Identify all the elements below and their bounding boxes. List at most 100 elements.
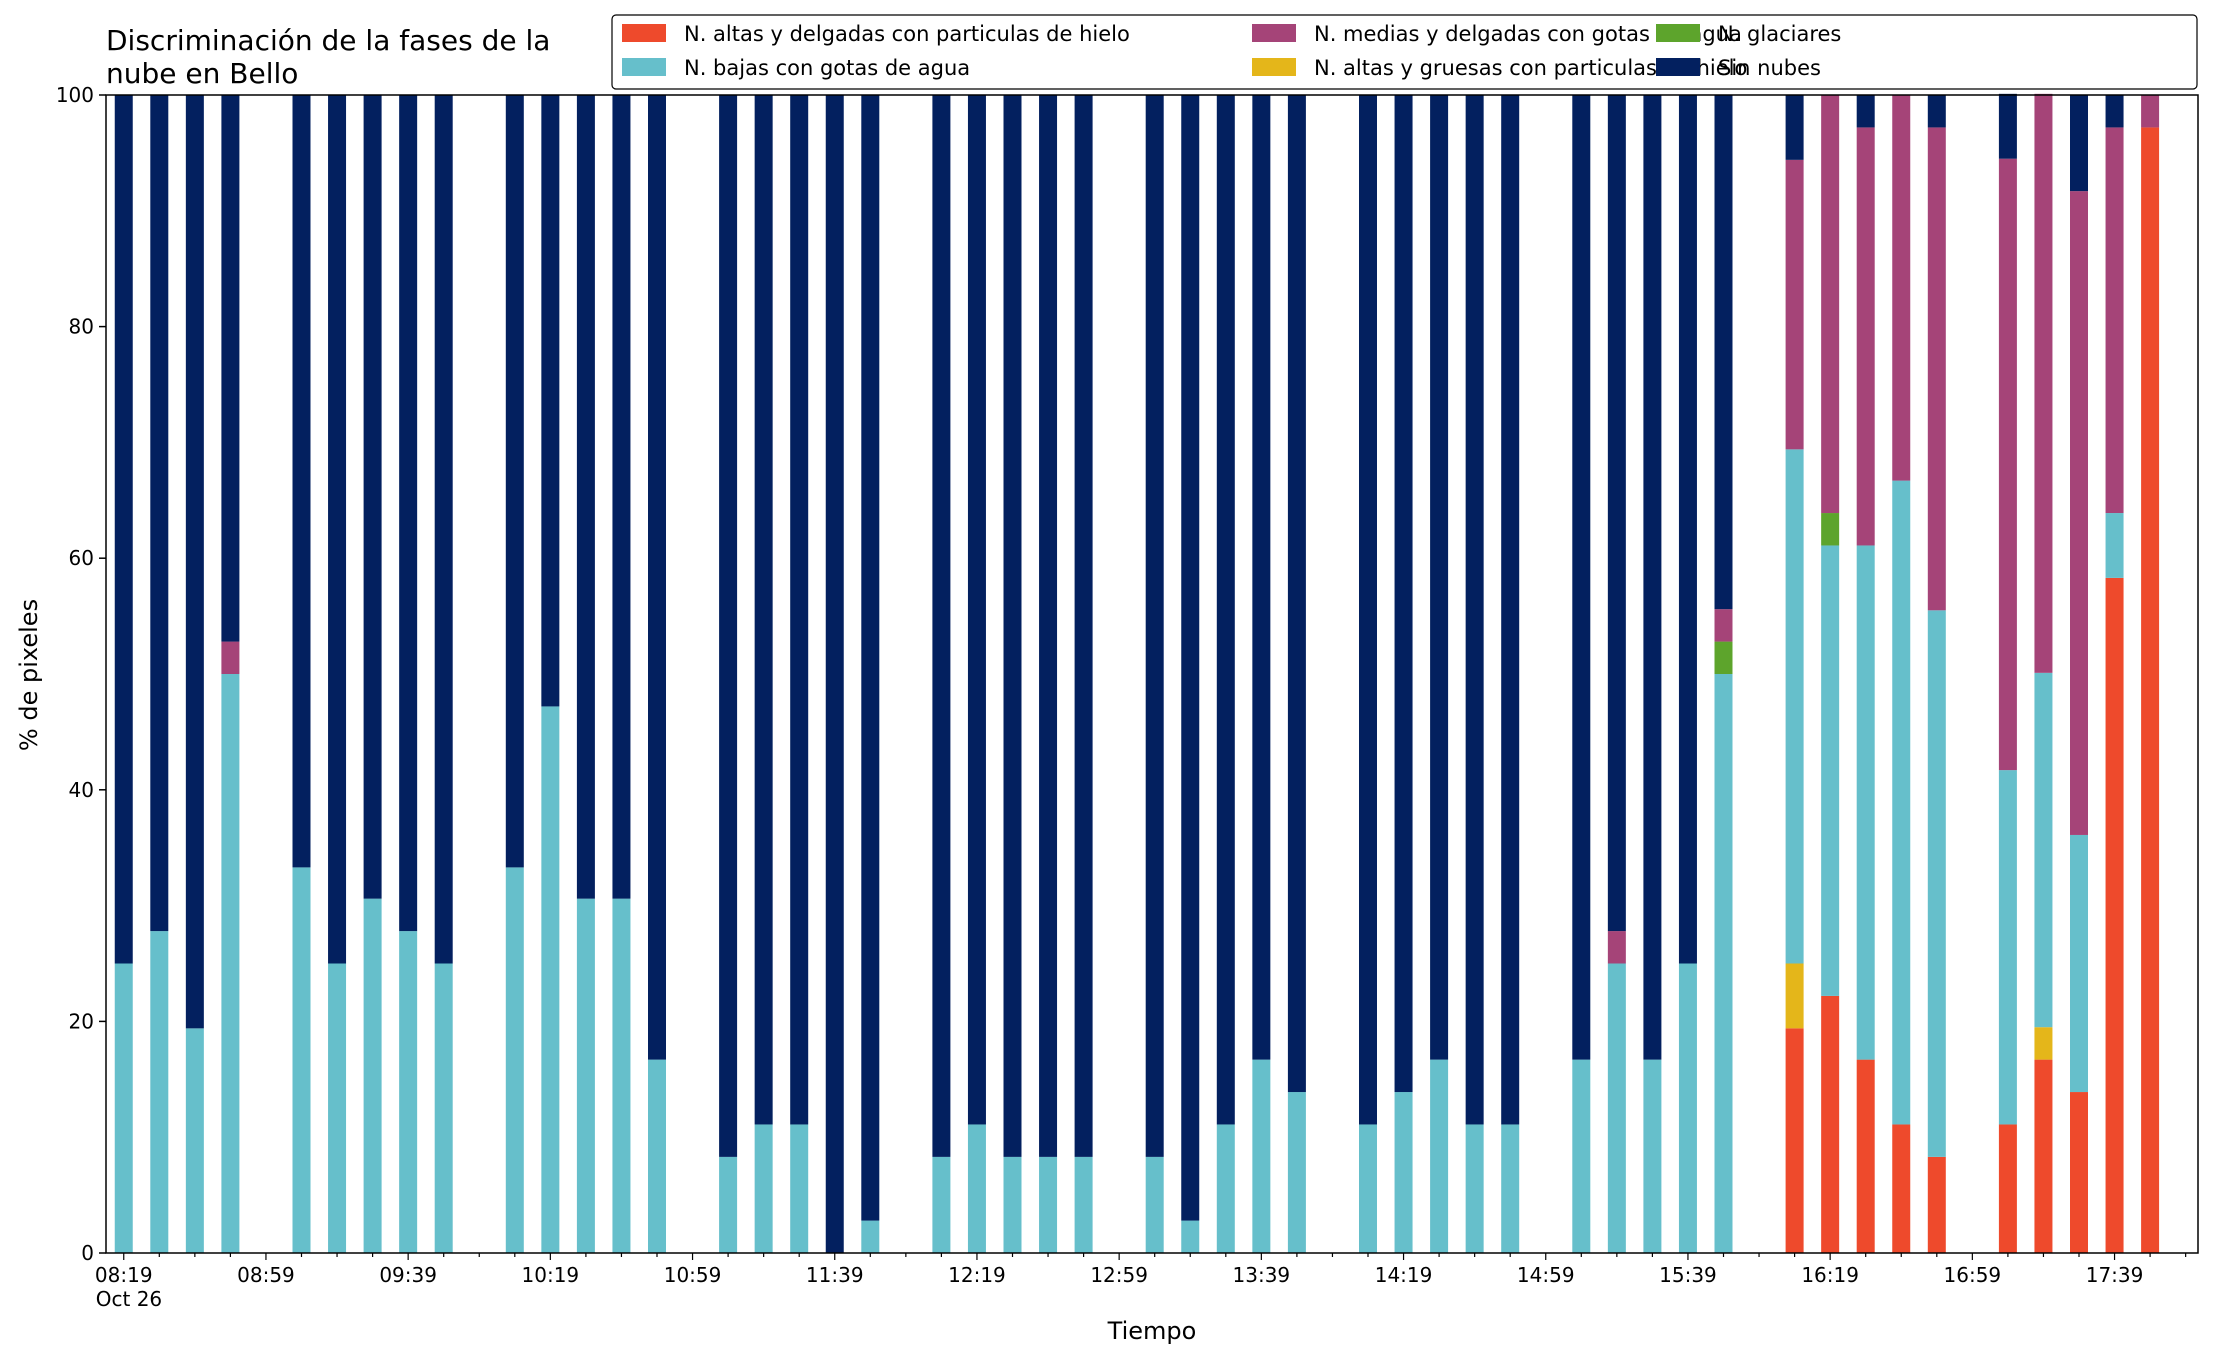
bar-segment-1629-s2: [1856, 545, 1875, 1060]
bar-segment-0839-s2: [185, 1028, 204, 1253]
y-tick-label: 80: [69, 315, 94, 339]
bar-segment-1309-s5: [1145, 95, 1164, 1157]
bar-segment-0919-s5: [328, 95, 347, 964]
bar-segment-0829-s2: [150, 931, 169, 1253]
x-tick-label: 15:39: [1659, 1263, 1717, 1287]
y-tick-label: 20: [69, 1009, 94, 1033]
bar-segment-1709-s4: [1998, 158, 2017, 771]
bar-segment-0819-s5: [114, 95, 133, 964]
bar-segment-1749-s4: [2141, 95, 2160, 128]
legend-swatch: [1252, 24, 1296, 42]
y-tick-label: 40: [69, 778, 94, 802]
bar-segment-1249-s5: [1074, 95, 1093, 1157]
bar-segment-1239-s2: [1039, 1156, 1058, 1253]
bar-segment-1509-s5: [1572, 95, 1591, 1060]
bar-segment-1709-s5: [1998, 93, 2017, 159]
x-tick-label: 11:39: [806, 1263, 864, 1287]
x-tick-label: 08:59: [237, 1263, 295, 1287]
bar-segment-1229-s5: [1003, 95, 1022, 1157]
legend-label: Sin nubes: [1718, 56, 1821, 80]
bar-segment-1149-s5: [861, 95, 880, 1221]
bar-segment-1549-s5: [1714, 95, 1733, 610]
bar-segment-1419-s5: [1394, 95, 1413, 1093]
bar-segment-1719-s0: [2034, 1059, 2053, 1253]
x-tick-label: 14:19: [1375, 1263, 1433, 1287]
bar-segment-1539-s5: [1678, 95, 1697, 964]
x-tick-label: 10:59: [664, 1263, 722, 1287]
legend-swatch: [1252, 58, 1296, 76]
bar-segment-0909-s5: [292, 95, 311, 868]
x-tick-label: 12:19: [948, 1263, 1006, 1287]
axes-layer: 0 20 40 60 80 100 08:19 08:59 09:39 10:19 10:59 11:…: [56, 83, 2199, 1311]
bar-segment-1619-s4: [1821, 95, 1840, 514]
bar-segment-0849-s4: [221, 641, 240, 674]
bar-segment-1329-s5: [1216, 95, 1235, 1125]
bar-segment-1419-s2: [1394, 1092, 1413, 1253]
x-tick-label: 16:59: [1944, 1263, 2002, 1287]
bar-segment-1639-s4: [1892, 95, 1911, 481]
x-date-label: Oct 26: [96, 1287, 162, 1311]
bar-segment-1529-s5: [1643, 95, 1662, 1060]
bar-segment-1619-s2: [1821, 545, 1840, 996]
legend-swatch: [1656, 24, 1700, 42]
bar-segment-1509-s2: [1572, 1059, 1591, 1253]
x-tick-label: 14:59: [1517, 1263, 1575, 1287]
plot-frame: [105, 94, 2199, 1254]
bar-segment-1629-s4: [1856, 127, 1875, 546]
y-tick-label: 100: [56, 83, 94, 107]
bar-segment-1009-s5: [505, 95, 524, 868]
bar-segment-1109-s2: [719, 1156, 738, 1253]
bar-segment-1429-s5: [1430, 95, 1449, 1060]
bar-segment-1709-s0: [1998, 1124, 2017, 1253]
chart-title-line-1: Discriminación de la fases de la: [106, 24, 550, 57]
bar-segment-1719-s2: [2034, 672, 2053, 1028]
bar-segment-1329-s2: [1216, 1124, 1235, 1253]
bar-segment-1119-s5: [754, 95, 773, 1125]
bar-segment-0929-s2: [363, 898, 382, 1253]
legend-swatch: [622, 24, 666, 42]
bar-segment-1609-s0: [1785, 1028, 1804, 1253]
bar-segment-1139-s5: [825, 95, 844, 1253]
bar-segment-1019-s2: [541, 706, 560, 1253]
bar-segment-0829-s5: [150, 95, 169, 932]
legend-label: N. bajas con gotas de agua: [684, 56, 970, 80]
bar-segment-1649-s4: [1927, 127, 1946, 611]
bar-segment-1439-s2: [1465, 1124, 1484, 1253]
bar-segment-1039-s2: [612, 898, 631, 1253]
bar-segment-1739-s5: [2105, 95, 2124, 128]
bar-segment-1239-s5: [1039, 95, 1058, 1157]
y-tick-label: 0: [81, 1241, 94, 1265]
bar-segment-1449-s2: [1501, 1124, 1520, 1253]
bar-segment-1029-s2: [576, 898, 595, 1253]
bars-layer: [114, 93, 2160, 1253]
bar-segment-1209-s2: [932, 1156, 951, 1253]
bar-segment-1319-s5: [1181, 95, 1200, 1221]
chart-title-line-2: nube en Bello: [106, 57, 298, 90]
bar-segment-1629-s5: [1856, 95, 1875, 128]
bar-segment-1309-s2: [1145, 1156, 1164, 1253]
x-tick-label: 17:39: [2086, 1263, 2144, 1287]
bar-segment-1739-s0: [2105, 577, 2124, 1253]
bar-segment-1339-s5: [1252, 95, 1271, 1060]
legend-swatch: [1656, 58, 1700, 76]
bar-segment-0929-s5: [363, 95, 382, 899]
bar-segment-0839-s5: [185, 95, 204, 1029]
bar-segment-1629-s0: [1856, 1059, 1875, 1253]
bar-segment-1609-s2: [1785, 449, 1804, 964]
bar-segment-1639-s0: [1892, 1124, 1911, 1253]
legend-box: [611, 14, 2198, 90]
bar-segment-1149-s2: [861, 1220, 880, 1253]
bar-segment-1119-s2: [754, 1124, 773, 1253]
legend: N. altas y delgadas con particulas de hi…: [611, 14, 2198, 90]
bar-segment-1749-s0: [2141, 127, 2160, 1253]
bar-segment-1409-s2: [1359, 1124, 1377, 1253]
bar-segment-1319-s2: [1181, 1220, 1200, 1253]
bar-segment-1049-s2: [648, 1059, 666, 1253]
bar-segment-1719-s4: [2034, 93, 2053, 673]
bar-segment-0949-s2: [434, 963, 453, 1253]
bar-segment-0849-s5: [221, 95, 240, 642]
bar-segment-0909-s2: [292, 867, 311, 1253]
bar-segment-0949-s5: [434, 95, 453, 964]
bar-segment-1229-s2: [1003, 1156, 1022, 1253]
